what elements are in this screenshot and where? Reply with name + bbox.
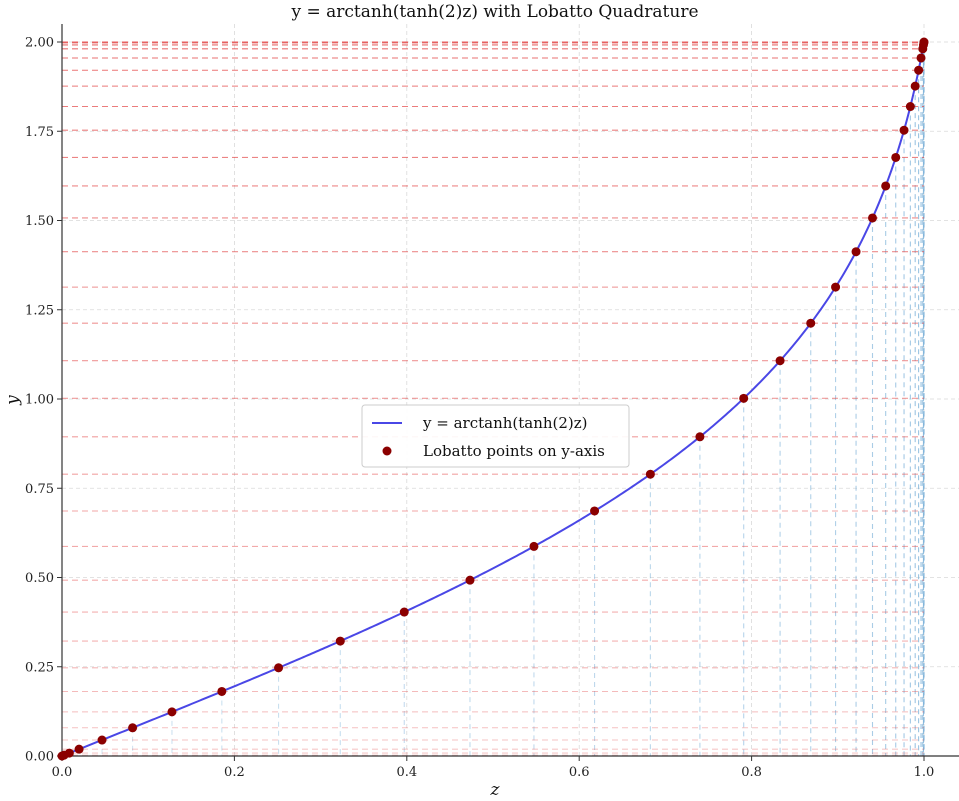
lobatto-point — [881, 181, 891, 191]
y-tick-label: 0.25 — [25, 660, 54, 675]
x-tick-label: 1.0 — [914, 765, 935, 780]
lobatto-point — [831, 282, 841, 292]
y-tick-label: 0.50 — [25, 571, 54, 586]
chart-title: y = arctanh(tanh(2)z) with Lobatto Quadr… — [290, 2, 698, 22]
y-tick-label: 0.00 — [25, 750, 54, 765]
y-tick-label: 1.00 — [25, 393, 54, 408]
y-axis-title: y — [3, 395, 23, 406]
y-tick-label: 1.75 — [25, 125, 54, 140]
grid-layer — [61, 24, 959, 757]
legend-box — [361, 404, 630, 468]
lobatto-point — [806, 318, 816, 328]
lobatto-point — [867, 213, 877, 223]
x-tick-label: 0.0 — [52, 765, 73, 780]
legend-label-points: Lobatto points on y-axis — [423, 442, 605, 460]
y-tick-label: 1.50 — [25, 214, 54, 229]
lobatto-point — [739, 393, 749, 403]
lobatto-point — [645, 469, 655, 479]
lobatto-point — [916, 53, 926, 63]
lobatto-point — [217, 686, 227, 696]
lobatto-point — [905, 102, 915, 112]
lobatto-point — [899, 125, 909, 135]
lobatto-point — [775, 356, 785, 366]
y-tick-label: 0.75 — [25, 482, 54, 497]
lobatto-point — [274, 663, 284, 673]
lobatto-point — [910, 81, 920, 91]
x-tick-label: 0.2 — [224, 765, 245, 780]
lobatto-point — [399, 607, 409, 617]
lobatto-point — [891, 152, 901, 162]
legend: y = arctanh(tanh(2)z) Lobatto points on … — [361, 404, 630, 468]
x-tick-label: 0.4 — [396, 765, 417, 780]
lobatto-points — [57, 37, 929, 761]
lobatto-point — [590, 506, 600, 516]
x-tick-label: 0.6 — [569, 765, 590, 780]
ticks-layer: 0.0 0.2 0.4 0.6 0.8 1.0 0.00 0.25 0.50 0.75 1.00 1.… — [25, 36, 934, 781]
lobatto-point — [64, 748, 74, 758]
lobatto-point — [167, 707, 177, 717]
legend-label-curve: y = arctanh(tanh(2)z) — [422, 414, 588, 432]
axes-layer — [61, 24, 959, 757]
lobatto-point — [529, 541, 539, 551]
lobatto-point — [128, 723, 138, 733]
lobatto-point — [335, 636, 345, 646]
lobatto-point — [74, 744, 84, 754]
y-tick-label: 1.25 — [25, 303, 54, 318]
y-tick-label: 2.00 — [25, 36, 54, 51]
x-tick-label: 0.8 — [741, 765, 762, 780]
lobatto-point — [97, 735, 107, 745]
lobatto-point — [465, 575, 475, 585]
vertical-guide-lines — [63, 42, 925, 756]
legend-point-swatch — [382, 446, 392, 456]
lobatto-point — [914, 65, 924, 75]
lobatto-point — [919, 37, 929, 47]
lobatto-point — [851, 247, 861, 257]
lobatto-point — [695, 432, 705, 442]
x-axis-title: z — [490, 780, 501, 800]
